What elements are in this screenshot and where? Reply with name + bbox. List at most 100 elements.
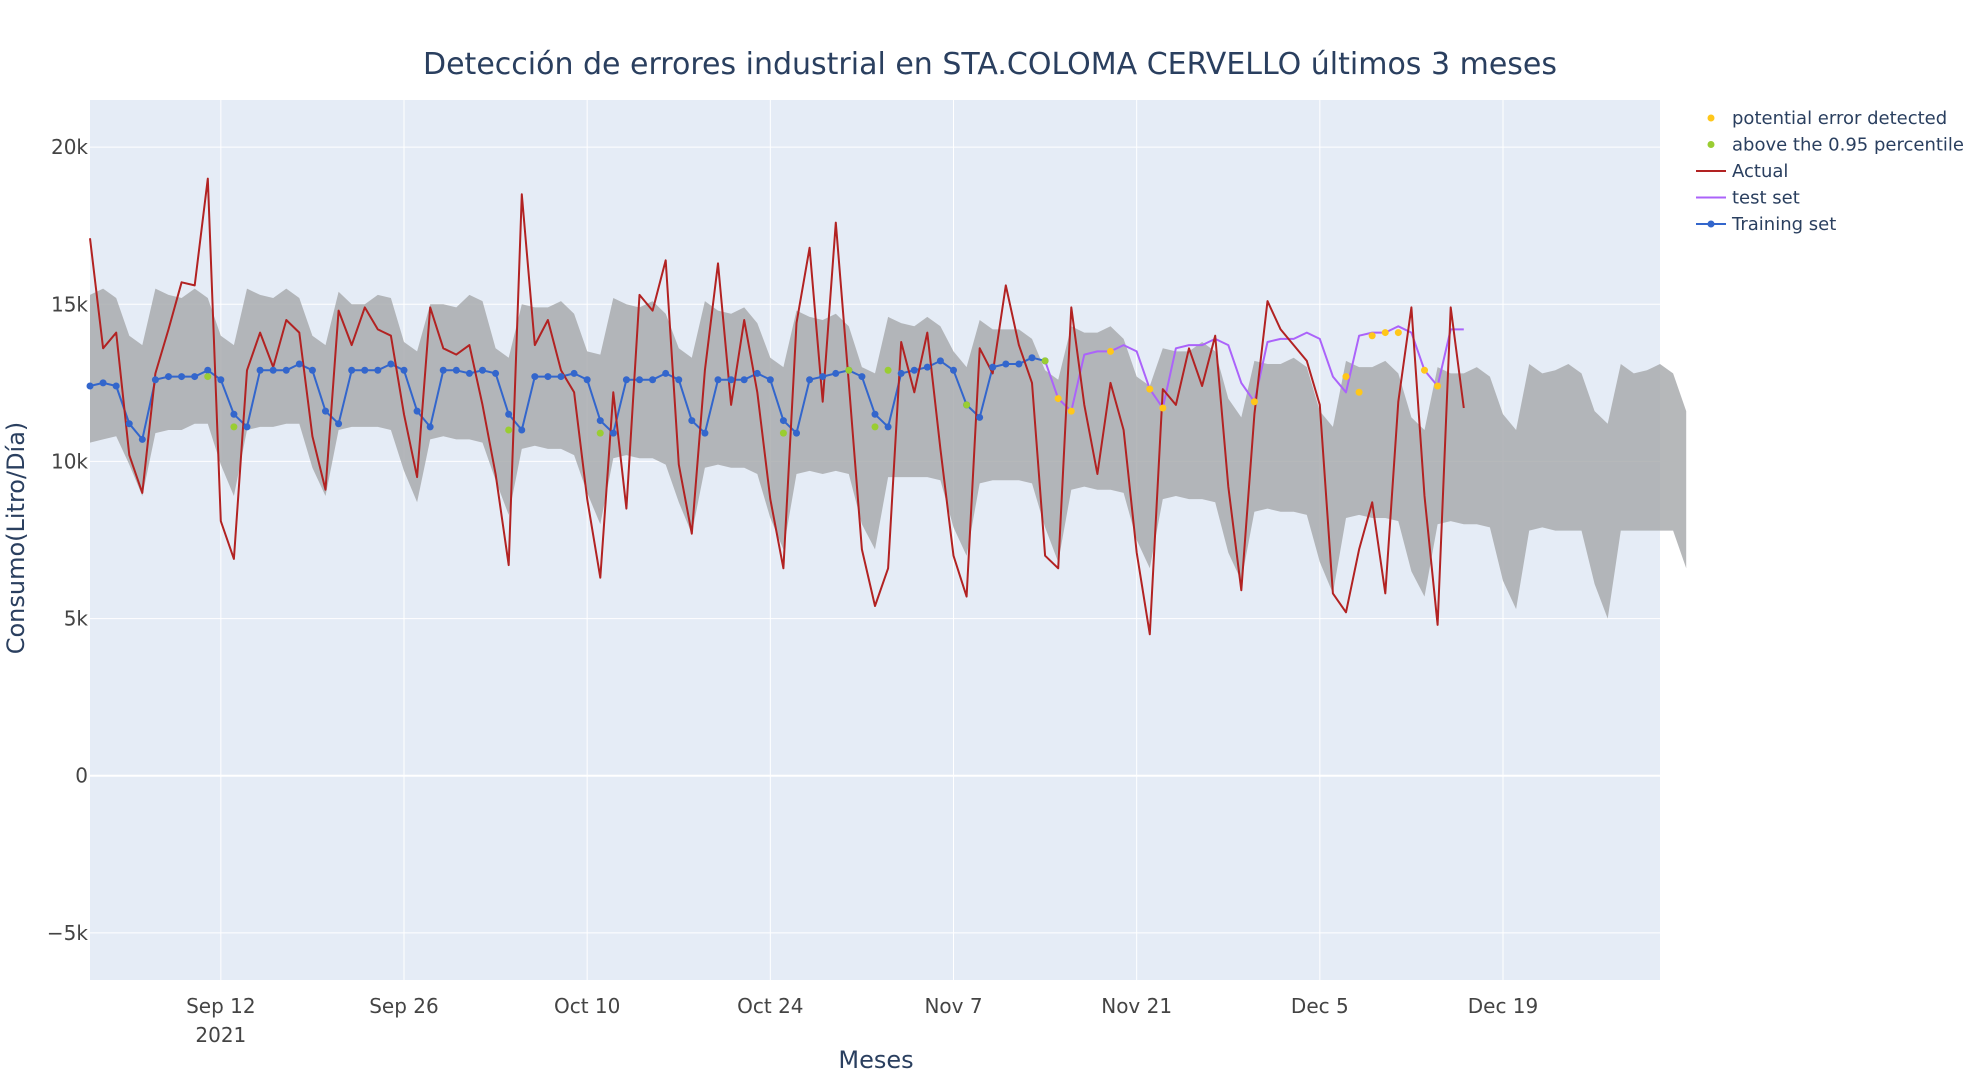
training-point (622, 376, 630, 384)
potential-error-point (1067, 407, 1075, 415)
training-point (662, 369, 670, 377)
training-point (439, 366, 447, 374)
training-point (243, 423, 251, 431)
training-point (557, 373, 565, 381)
training-point (531, 373, 539, 381)
training-point (832, 369, 840, 377)
legend-swatch-marker (1707, 220, 1715, 228)
potential-error-point (1054, 395, 1062, 403)
potential-error-point (1368, 332, 1376, 340)
x-tick-label: Sep 12 (186, 994, 256, 1018)
chart-title: Detección de errores industrial en STA.C… (423, 47, 1557, 82)
training-point (479, 366, 486, 374)
y-tick-label: −5k (47, 921, 88, 945)
training-point (649, 376, 657, 384)
training-point (204, 366, 212, 374)
training-point (151, 376, 159, 384)
training-point (348, 366, 356, 374)
training-point (1028, 354, 1036, 362)
x-tick-label: Dec 19 (1468, 994, 1539, 1018)
y-tick-label: 5k (64, 607, 89, 631)
potential-error-point (1355, 388, 1363, 396)
training-point (923, 363, 931, 371)
x-axis-title: Meses (838, 1046, 913, 1074)
training-point (335, 420, 343, 428)
training-point (688, 417, 696, 425)
legend-label: test set (1732, 188, 1800, 209)
potential-error-point (1342, 373, 1350, 381)
training-point (609, 429, 617, 437)
training-point (1015, 360, 1023, 368)
above-percentile-point (884, 366, 892, 374)
training-point (282, 366, 290, 374)
training-point (400, 366, 408, 374)
training-point (99, 379, 107, 387)
legend[interactable]: potential error detected above the 0.95 p… (1696, 108, 1964, 235)
legend-label: Actual (1732, 161, 1788, 182)
training-point (452, 366, 460, 374)
training-point (178, 373, 186, 381)
x-tick-label: Dec 5 (1291, 994, 1349, 1018)
training-point (361, 366, 369, 374)
x-tick-sublabel: 2021 (195, 1023, 246, 1047)
y-tick-label: 10k (51, 449, 88, 473)
y-tick-label: 20k (51, 135, 88, 159)
above-percentile-point (230, 423, 238, 431)
training-point (544, 373, 552, 381)
marker-layer (86, 329, 1442, 443)
y-tick-label: 15k (51, 292, 88, 316)
training-point (165, 373, 172, 381)
legend-item-test[interactable]: test set (1696, 188, 1800, 209)
training-point (950, 366, 957, 374)
training-point (976, 413, 984, 421)
training-point (806, 376, 814, 384)
legend-item-actual[interactable]: Actual (1696, 161, 1788, 182)
training-point (426, 423, 434, 431)
training-point (374, 366, 382, 374)
training-point (413, 407, 421, 415)
training-point (989, 363, 997, 371)
training-point (518, 426, 526, 434)
training-point (636, 376, 643, 384)
training-point (295, 360, 303, 368)
training-point (753, 369, 761, 377)
training-point (897, 369, 905, 377)
legend-swatch (1707, 141, 1715, 148)
x-tick-label: Oct 10 (554, 994, 620, 1018)
training-point (727, 376, 735, 384)
training-point (910, 366, 918, 374)
training-point (596, 417, 604, 425)
potential-error-point (1394, 329, 1402, 337)
training-point (505, 410, 513, 418)
training-point (570, 369, 578, 377)
legend-item-potential-error[interactable]: potential error detected (1707, 108, 1948, 129)
training-point (793, 429, 800, 437)
above-percentile-point (596, 429, 604, 437)
legend-label: Training set (1731, 214, 1836, 235)
training-point (112, 382, 120, 390)
above-percentile-point (1041, 357, 1049, 365)
training-point (871, 410, 879, 418)
training-point (191, 373, 199, 381)
x-tick-label: Sep 26 (369, 994, 439, 1018)
x-tick-label: Oct 24 (737, 994, 803, 1018)
x-axis-ticks: Sep 12 2021 Sep 26 Oct 10 Oct 24 Nov 7 Nov 21 D… (186, 994, 1538, 1047)
training-point (858, 373, 866, 381)
legend-item-training[interactable]: Training set (1696, 214, 1836, 235)
training-point (230, 410, 238, 418)
training-point (256, 366, 264, 374)
training-point (322, 407, 329, 415)
y-axis-ticks: −5k 0 5k 10k 15k 20k (47, 135, 88, 945)
training-point (936, 357, 944, 365)
above-percentile-point (204, 373, 212, 381)
potential-error-point (1146, 385, 1154, 393)
above-percentile-point (871, 423, 879, 431)
potential-error-point (1434, 382, 1442, 390)
y-tick-label: 0 (75, 764, 88, 788)
training-point (583, 376, 591, 384)
training-point (675, 376, 683, 384)
legend-label: potential error detected (1732, 108, 1947, 129)
training-point (1002, 360, 1010, 368)
legend-item-above-percentile[interactable]: above the 0.95 percentile (1707, 135, 1965, 156)
